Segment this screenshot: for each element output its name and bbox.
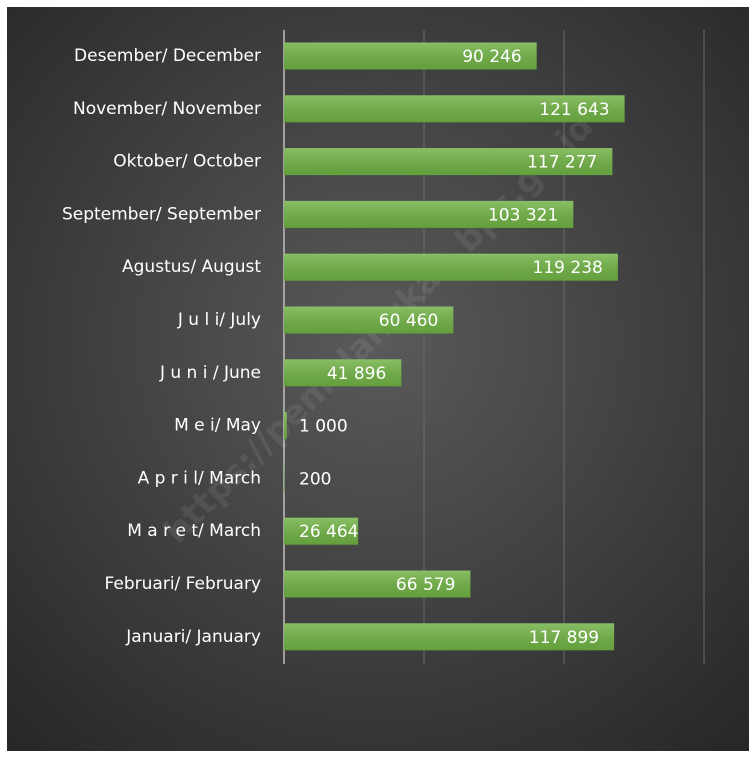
bar-shade — [284, 42, 537, 70]
bar-shade — [284, 570, 471, 598]
y-tick-label: M e i/ May — [174, 416, 261, 436]
bar-shade — [284, 623, 615, 651]
y-tick-label: Januari/ January — [125, 627, 261, 647]
data-label: 117 277 — [527, 153, 597, 173]
bar-shade — [284, 253, 618, 281]
y-tick-label: J u n i / June — [159, 363, 261, 383]
data-label: 26 464 — [299, 522, 358, 542]
data-label: 121 643 — [539, 100, 609, 120]
y-tick-label: Desember/ December — [74, 46, 261, 66]
y-tick-label: Agustus/ August — [122, 257, 261, 277]
data-label: 66 579 — [396, 575, 455, 595]
bar-shade — [284, 306, 454, 334]
data-label: 200 — [299, 469, 331, 489]
y-tick-label: Februari/ February — [105, 574, 261, 594]
bar-shade — [284, 200, 574, 228]
data-label: 1 000 — [299, 417, 348, 437]
data-label: 60 460 — [379, 311, 438, 331]
data-label: 117 899 — [529, 628, 599, 648]
bar-shade — [284, 412, 287, 440]
y-tick-label: J u l i/ July — [177, 310, 261, 330]
data-label: 41 896 — [327, 364, 386, 384]
y-tick-label: September/ September — [62, 204, 261, 224]
bar-shade — [284, 95, 625, 123]
y-tick-label: Oktober/ October — [113, 152, 261, 172]
y-tick-label: A p r i l/ March — [138, 468, 261, 488]
bar-shade — [284, 359, 402, 387]
data-label: 90 246 — [462, 47, 521, 67]
y-tick-label: M a r e t/ March — [127, 521, 261, 541]
data-label: 119 238 — [533, 258, 603, 278]
bar-shade — [284, 464, 285, 492]
data-label: 103 321 — [488, 205, 558, 225]
bar-shade — [284, 148, 613, 176]
bar-shade — [284, 517, 359, 545]
y-tick-label: November/ November — [73, 99, 261, 119]
